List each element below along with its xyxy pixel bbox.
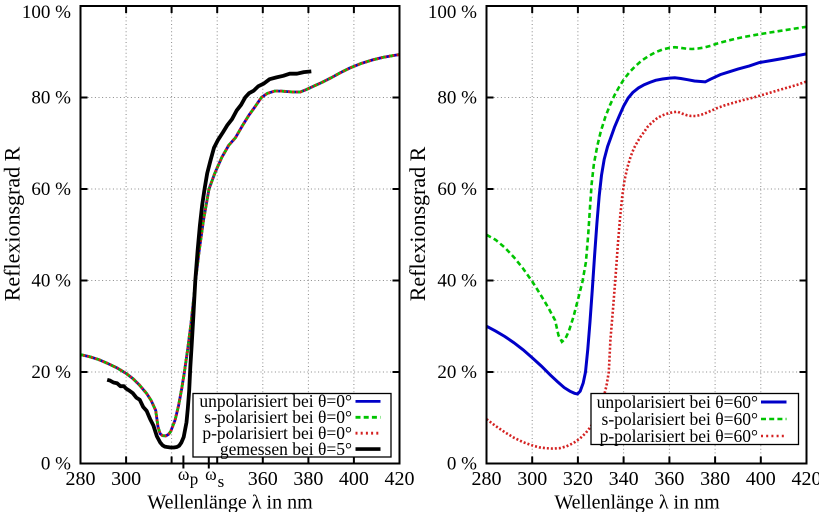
svg-text:gemessen bei θ=5°: gemessen bei θ=5°: [220, 439, 352, 459]
svg-text:20 %: 20 %: [31, 362, 71, 383]
svg-text:80 %: 80 %: [31, 88, 71, 109]
svg-text:400: 400: [746, 468, 776, 490]
svg-text:320: 320: [563, 468, 593, 490]
svg-text:p: p: [190, 469, 199, 488]
svg-text:40 %: 40 %: [31, 271, 71, 292]
svg-text:ω: ω: [205, 464, 217, 484]
svg-text:s: s: [218, 472, 225, 491]
svg-text:380: 380: [293, 468, 323, 490]
svg-text:100 %: 100 %: [428, 2, 477, 23]
svg-text:20 %: 20 %: [437, 362, 477, 383]
svg-text:Wellenlänge λ in nm: Wellenlänge λ in nm: [554, 492, 720, 513]
svg-text:380: 380: [700, 468, 730, 490]
svg-text:360: 360: [654, 468, 684, 490]
svg-text:40 %: 40 %: [437, 271, 477, 292]
svg-text:420: 420: [385, 468, 415, 490]
svg-text:300: 300: [111, 468, 141, 490]
svg-text:280: 280: [66, 468, 96, 490]
svg-text:280: 280: [472, 468, 502, 490]
svg-text:340: 340: [609, 468, 639, 490]
svg-text:ω: ω: [178, 464, 190, 484]
svg-text:p-polarisiert bei θ=60°: p-polarisiert bei θ=60°: [600, 426, 758, 446]
svg-text:100 %: 100 %: [22, 2, 71, 23]
svg-text:300: 300: [517, 468, 547, 490]
svg-text:420: 420: [792, 468, 819, 490]
svg-text:Reflexionsgrad R: Reflexionsgrad R: [405, 146, 430, 301]
svg-text:80 %: 80 %: [437, 88, 477, 109]
svg-text:Reflexionsgrad R: Reflexionsgrad R: [0, 146, 25, 301]
svg-text:60 %: 60 %: [31, 179, 71, 200]
svg-text:400: 400: [339, 468, 369, 490]
svg-text:360: 360: [248, 468, 278, 490]
svg-text:60 %: 60 %: [437, 179, 477, 200]
svg-text:Wellenlänge λ in nm: Wellenlänge λ in nm: [147, 492, 313, 513]
